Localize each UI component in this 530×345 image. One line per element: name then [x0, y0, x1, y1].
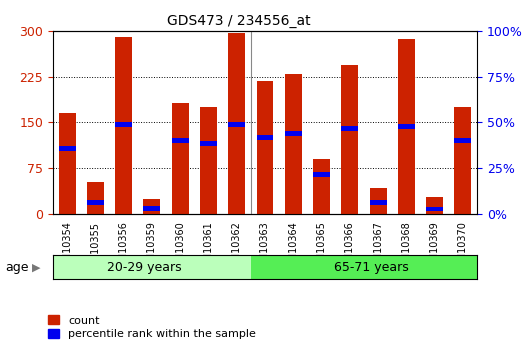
Bar: [426, 207, 443, 211]
Bar: [454, 107, 471, 214]
Bar: [426, 197, 443, 214]
Bar: [341, 126, 358, 131]
Bar: [200, 107, 217, 214]
Bar: [398, 39, 415, 214]
Bar: [172, 138, 189, 143]
Bar: [115, 122, 132, 127]
Text: 20-29 years: 20-29 years: [107, 261, 181, 274]
Text: GDS473 / 234556_at: GDS473 / 234556_at: [167, 13, 310, 28]
Bar: [200, 141, 217, 146]
Bar: [257, 81, 273, 214]
Bar: [53, 255, 251, 279]
Bar: [251, 255, 477, 279]
Bar: [144, 199, 161, 214]
Bar: [115, 37, 132, 214]
Bar: [228, 122, 245, 127]
Bar: [313, 159, 330, 214]
Bar: [369, 188, 386, 214]
Bar: [257, 135, 273, 140]
Bar: [313, 172, 330, 177]
Bar: [341, 65, 358, 214]
Bar: [59, 146, 76, 151]
Text: ▶: ▶: [32, 263, 40, 272]
Bar: [87, 182, 104, 214]
Text: age: age: [5, 261, 29, 274]
Bar: [285, 131, 302, 136]
Bar: [369, 200, 386, 205]
Legend: count, percentile rank within the sample: count, percentile rank within the sample: [48, 315, 256, 339]
Bar: [228, 33, 245, 214]
Bar: [87, 200, 104, 205]
Text: 65-71 years: 65-71 years: [333, 261, 409, 274]
Bar: [454, 138, 471, 143]
Bar: [144, 206, 161, 211]
Bar: [172, 103, 189, 214]
Bar: [398, 124, 415, 129]
Bar: [59, 113, 76, 214]
Bar: [285, 74, 302, 214]
